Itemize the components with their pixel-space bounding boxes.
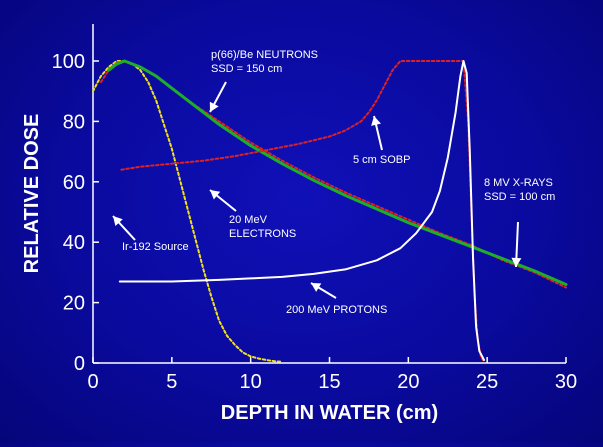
arrow-head-ir192 (113, 216, 123, 227)
x-tick-label: 20 (397, 371, 419, 393)
series-line-xrays (107, 59, 568, 286)
annotations: p(66)/Be NEUTRONS SSD = 150 cm 5 cm SOBP 8 … (122, 49, 555, 316)
annotation-electrons: ELECTRONS (229, 228, 296, 240)
x-tick-label: 0 (87, 371, 98, 393)
y-tick-label: 0 (74, 353, 85, 375)
series-line-protons (118, 60, 485, 361)
arrow-head-xrays (511, 257, 522, 267)
arrow-head-sobp (371, 116, 381, 126)
annotation-xrays: SSD = 100 cm (484, 191, 555, 203)
arrow-head-protons (311, 283, 322, 292)
y-tick-label: 80 (63, 111, 85, 133)
x-tick-label: 5 (166, 371, 177, 393)
annotation-ir192: Ir-192 Source (122, 241, 189, 253)
y-tick-label: 40 (63, 232, 85, 254)
y-axis-title: RELATIVE DOSE (21, 114, 43, 274)
x-tick-label: 25 (476, 371, 498, 393)
series-line-electrons (92, 60, 284, 363)
y-tick-label: 100 (52, 51, 85, 73)
series-group (92, 59, 568, 363)
x-tick-label: 30 (555, 371, 577, 393)
annotation-protons: 200 MeV PROTONS (286, 304, 387, 316)
annotation-arrows (112, 81, 522, 299)
annotation-neutrons: SSD = 150 cm (211, 63, 282, 75)
annotation-sobp: 5 cm SOBP (353, 154, 410, 166)
x-tick-label: 15 (318, 371, 340, 393)
annotation-neutrons: p(66)/Be NEUTRONS (211, 49, 318, 61)
y-tick-label: 20 (63, 293, 85, 315)
x-tick-label: 10 (240, 371, 262, 393)
arrow-head-neutrons (209, 101, 219, 112)
x-axis-title: DEPTH IN WATER (cm) (221, 402, 438, 424)
series-line-sobp (120, 60, 485, 363)
series-line-neutrons (99, 60, 567, 289)
ticks: 0 5 10 15 20 25 30 0 20 40 60 80 100 (52, 51, 578, 393)
annotation-xrays: 8 MV X-RAYS (484, 177, 553, 189)
annotation-electrons: 20 MeV (229, 214, 268, 226)
y-tick-label: 60 (63, 172, 85, 194)
arrow-head-electrons (210, 190, 221, 200)
